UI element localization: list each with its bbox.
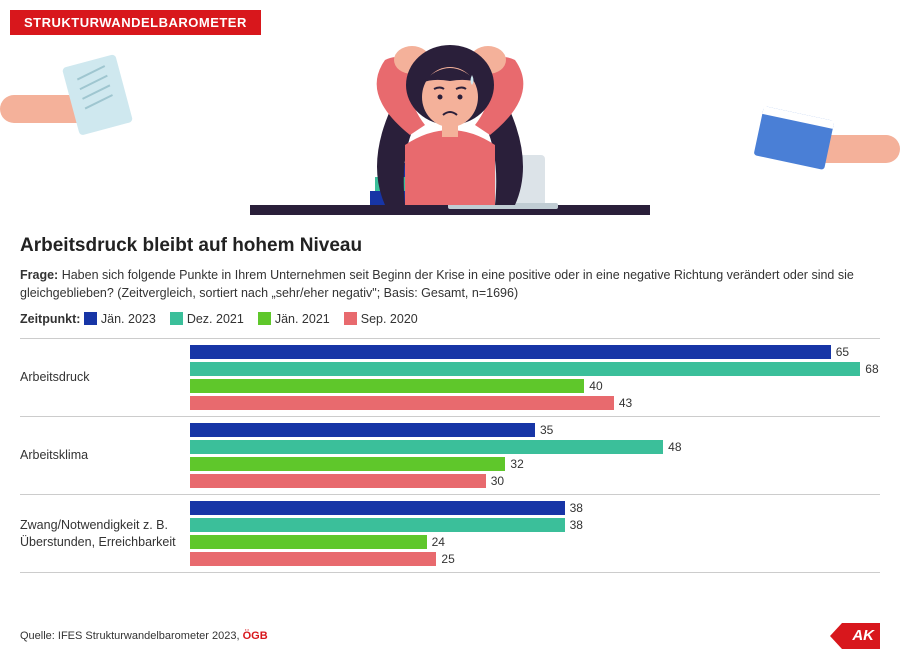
bar-value: 32: [510, 457, 523, 471]
bar-row: 43: [190, 395, 880, 411]
bar-value: 65: [836, 345, 849, 359]
question-text: Frage: Haben sich folgende Punkte in Ihr…: [20, 267, 880, 302]
ak-logo: AK: [842, 623, 880, 649]
bar: [190, 440, 663, 454]
bars-container: 65 68 40 43: [190, 343, 880, 412]
bar-value: 38: [570, 518, 583, 532]
category-label: Arbeitsklima: [20, 447, 190, 463]
content-area: Arbeitsdruck bleibt auf hohem Niveau Fra…: [20, 235, 880, 573]
bar-value: 68: [865, 362, 878, 376]
legend-text: Jän. 2023: [101, 312, 156, 326]
legend-item: Jän. 2023: [84, 312, 156, 326]
legend: Zeitpunkt: Jän. 2023 Dez. 2021 Jän. 2021 Se…: [20, 312, 880, 326]
bar: [190, 379, 584, 393]
chart-group: Zwang/Notwendigkeit z. B. Überstunden, E…: [20, 495, 880, 573]
legend-swatch: [170, 312, 183, 325]
bar: [190, 518, 565, 532]
bar-value: 40: [589, 379, 602, 393]
bar: [190, 345, 831, 359]
bar: [190, 535, 427, 549]
footer-source: Quelle: IFES Strukturwandelbarometer 202…: [20, 630, 240, 642]
bar-value: 43: [619, 396, 632, 410]
category-label: Arbeitsdruck: [20, 369, 190, 385]
bar: [190, 457, 505, 471]
category-label: Zwang/Notwendigkeit z. B. Überstunden, E…: [20, 517, 190, 550]
bar-row: 38: [190, 517, 880, 533]
bar-row: 25: [190, 551, 880, 567]
bars-container: 38 38 24 25: [190, 499, 880, 568]
bar-value: 30: [491, 474, 504, 488]
legend-text: Dez. 2021: [187, 312, 244, 326]
bar-chart: Arbeitsdruck 65 68 40 43 Arbeitsklima 35 48 32 30…: [20, 338, 880, 573]
bar-row: 30: [190, 473, 880, 489]
chart-group: Arbeitsklima 35 48 32 30: [20, 417, 880, 495]
chart-group: Arbeitsdruck 65 68 40 43: [20, 338, 880, 417]
legend-swatch: [84, 312, 97, 325]
question-label: Frage:: [20, 268, 58, 282]
bar-row: 38: [190, 500, 880, 516]
footer-ogb: ÖGB: [243, 630, 268, 642]
legend-label: Zeitpunkt:: [20, 312, 80, 326]
legend-item: Sep. 2020: [344, 312, 418, 326]
bar: [190, 501, 565, 515]
legend-text: Sep. 2020: [361, 312, 418, 326]
bar-row: 40: [190, 378, 880, 394]
bar: [190, 552, 436, 566]
bar: [190, 423, 535, 437]
bars-container: 35 48 32 30: [190, 421, 880, 490]
legend-item: Dez. 2021: [170, 312, 244, 326]
bar-row: 65: [190, 344, 880, 360]
legend-text: Jän. 2021: [275, 312, 330, 326]
bar-row: 32: [190, 456, 880, 472]
bar-row: 35: [190, 422, 880, 438]
bar-value: 24: [432, 535, 445, 549]
bar-row: 24: [190, 534, 880, 550]
legend-item: Jän. 2021: [258, 312, 330, 326]
bar-value: 48: [668, 440, 681, 454]
bar: [190, 362, 860, 376]
legend-swatch: [258, 312, 271, 325]
bar-row: 68: [190, 361, 880, 377]
bar: [190, 474, 486, 488]
stressed-woman-illustration: [0, 5, 900, 230]
footer: Quelle: IFES Strukturwandelbarometer 202…: [20, 623, 880, 649]
bar: [190, 396, 614, 410]
bar-row: 48: [190, 439, 880, 455]
bar-value: 38: [570, 501, 583, 515]
question-body: Haben sich folgende Punkte in Ihrem Unte…: [20, 268, 854, 300]
legend-swatch: [344, 312, 357, 325]
chart-title: Arbeitsdruck bleibt auf hohem Niveau: [20, 235, 880, 257]
bar-value: 25: [441, 552, 454, 566]
bar-value: 35: [540, 423, 553, 437]
